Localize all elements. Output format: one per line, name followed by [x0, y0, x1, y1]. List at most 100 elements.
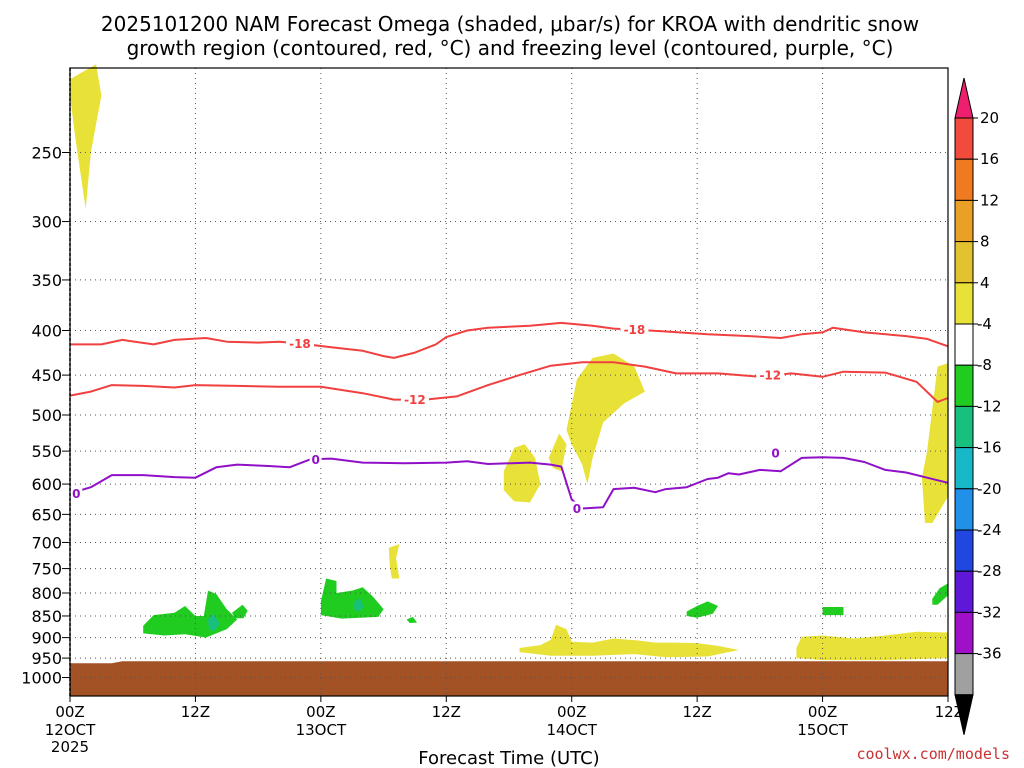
- omega-region-9: [232, 604, 248, 619]
- colorbar-label-4: 4: [980, 274, 990, 292]
- colorbar-band-0: [954, 117, 974, 160]
- omega-region-1: [503, 444, 541, 503]
- y-tick-label-500: 500: [31, 406, 62, 425]
- colorbar-band-1: [954, 158, 974, 201]
- x-tick-label-4: 00Z: [557, 703, 586, 721]
- x-tick-year-0: 2025: [51, 738, 89, 756]
- colorbar-top-arrow: [954, 77, 974, 119]
- colorbar-label-5: -4: [977, 315, 992, 333]
- colorbar-label-10: -24: [977, 521, 1002, 539]
- colorbar: 20 16 12 8 4 -4 -8 -12 -16 -20 -24 -28 -32 -36: [954, 77, 1002, 735]
- colorbar-bottom-arrow: [954, 694, 974, 735]
- plot-area: -18 -18 -12 -12 0 0 0 0: [69, 64, 949, 697]
- contour-label-0-0: -18: [289, 337, 311, 351]
- temperature-contours: -18 -18 -12 -12 0 0 0 0: [69, 321, 949, 516]
- colorbar-label-0: 20: [980, 109, 999, 127]
- colorbar-band-9: [954, 488, 974, 531]
- contour-label-2-3: 0: [771, 447, 779, 461]
- colorbar-band-8: [954, 447, 974, 490]
- y-tick-label-900: 900: [31, 629, 62, 648]
- credit-text: coolwx.com/models: [856, 745, 1010, 763]
- y-tick-label-650: 650: [31, 505, 62, 524]
- x-tick-label-2: 00Z: [306, 703, 335, 721]
- omega-region-15: [208, 613, 220, 632]
- x-tick-label-3: 12Z: [432, 703, 461, 721]
- x-tick-date-4: 14OCT: [546, 721, 597, 739]
- colorbar-label-9: -20: [977, 480, 1002, 498]
- contour-label-1-0: -12: [404, 393, 426, 407]
- contour-label-bg-2-1: [309, 452, 322, 467]
- y-tick-label-400: 400: [31, 322, 62, 341]
- omega-region-4: [388, 544, 400, 579]
- chart-title-line-2: growth region (contoured, red, °C) and f…: [127, 36, 894, 60]
- y-tick-label-550: 550: [31, 442, 62, 461]
- colorbar-band-4: [954, 282, 974, 325]
- x-tick-label-5: 12Z: [682, 703, 711, 721]
- colorbar-band-6: [954, 364, 974, 407]
- omega-region-0: [70, 64, 102, 209]
- contour-label-bg-1-0: [400, 392, 429, 407]
- contour-label-0-1: -18: [624, 323, 646, 337]
- omega-region-11: [406, 616, 417, 623]
- colorbar-band-5: [954, 323, 974, 366]
- x-tick-label-0: 00Z: [55, 703, 84, 721]
- grid-lines: [70, 68, 949, 696]
- x-tick-label-7: 12Z: [935, 703, 964, 721]
- y-tick-label-450: 450: [31, 366, 62, 385]
- colorbar-label-8: -16: [977, 439, 1002, 457]
- omega-region-8: [143, 590, 238, 638]
- x-tick-label-6: 00Z: [808, 703, 837, 721]
- omega-region-7: [796, 631, 948, 661]
- contour-label-1-1: -12: [759, 369, 781, 383]
- plot-frame: [69, 67, 949, 697]
- chart-title-line-1: 2025101200 NAM Forecast Omega (shaded, μ…: [101, 12, 919, 36]
- contour-label-bg-2-0: [70, 486, 83, 501]
- omega-shading: [70, 64, 948, 661]
- y-tick-label-350: 350: [31, 271, 62, 290]
- colorbar-band-13: [954, 653, 974, 696]
- contour-label-bg-0-0: [285, 336, 314, 351]
- colorbar-band-10: [954, 529, 974, 572]
- x-tick-date-6: 15OCT: [797, 721, 848, 739]
- omega-region-12: [686, 601, 718, 618]
- x-tick-label-1: 12Z: [181, 703, 210, 721]
- contour-label-2-2: 0: [573, 502, 581, 516]
- omega-region-10: [320, 578, 384, 619]
- colorbar-label-12: -32: [977, 603, 1002, 621]
- contour-label-bg-2-3: [769, 446, 782, 461]
- colorbar-label-6: -8: [977, 356, 992, 374]
- colorbar-label-2: 12: [980, 191, 999, 209]
- colorbar-band-2: [954, 199, 974, 243]
- colorbar-label-13: -36: [977, 645, 1002, 663]
- contour-label-bg-2-2: [570, 501, 583, 516]
- colorbar-band-7: [954, 405, 974, 449]
- contour-label-2-1: 0: [311, 453, 319, 467]
- colorbar-label-3: 8: [980, 233, 990, 251]
- omega-region-2: [548, 433, 567, 472]
- x-tick-date-2: 13OCT: [296, 721, 347, 739]
- contour-line-1: [69, 361, 949, 403]
- colorbar-label-7: -12: [977, 397, 1002, 415]
- colorbar-band-11: [954, 570, 974, 613]
- y-tick-label-600: 600: [31, 475, 62, 494]
- colorbar-label-11: -28: [977, 562, 1002, 580]
- omega-region-6: [519, 624, 739, 658]
- contour-line-0: [70, 321, 949, 359]
- x-axis-label: Forecast Time (UTC): [418, 748, 599, 768]
- omega-region-5: [921, 363, 948, 523]
- y-tick-label-700: 700: [31, 533, 62, 552]
- y-tick-label-950: 950: [31, 649, 62, 668]
- omega-region-3: [566, 353, 645, 485]
- colorbar-label-1: 16: [980, 150, 999, 168]
- contour-label-2-0: 0: [72, 487, 80, 501]
- contour-label-bg-0-1: [620, 322, 649, 337]
- y-tick-label-1000: 1000: [21, 669, 62, 688]
- x-tick-date-0: 12OCT: [45, 721, 96, 739]
- omega-region-16: [354, 597, 364, 612]
- omega-region-14: [932, 583, 948, 605]
- omega-region-13: [822, 607, 844, 616]
- y-axis: 250 300 350 400 450 500 550 600 650 700 750 800 850 9…: [21, 144, 70, 688]
- y-tick-label-750: 750: [31, 560, 62, 579]
